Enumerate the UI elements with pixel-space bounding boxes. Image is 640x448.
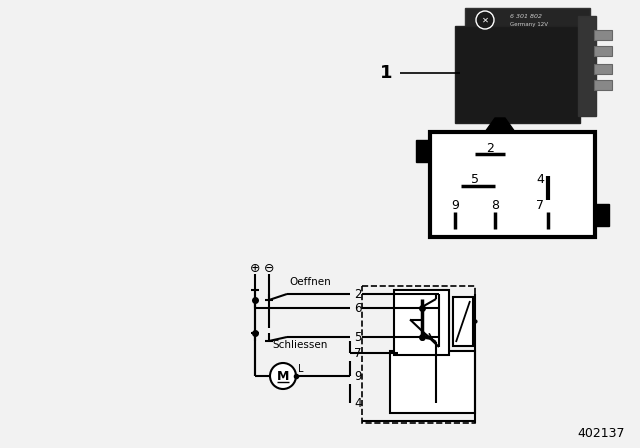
Text: 402137: 402137	[577, 427, 625, 440]
Bar	[594, 46, 612, 56]
Bar	[455, 26, 580, 123]
Bar	[430, 132, 595, 237]
Text: M: M	[277, 370, 289, 383]
Circle shape	[476, 11, 494, 29]
Bar	[465, 8, 590, 103]
Text: 2: 2	[354, 288, 362, 301]
Bar	[578, 16, 596, 116]
Text: 7: 7	[536, 198, 544, 211]
Text: 6 301 802: 6 301 802	[510, 13, 542, 18]
Text: 1: 1	[380, 64, 392, 82]
Text: 9: 9	[451, 198, 459, 211]
Bar	[595, 204, 609, 226]
Bar	[394, 290, 449, 355]
Polygon shape	[485, 118, 515, 132]
Text: 2: 2	[486, 142, 494, 155]
Text: L: L	[298, 364, 303, 374]
Bar	[594, 30, 612, 40]
Text: Germany 12V: Germany 12V	[510, 22, 548, 26]
Circle shape	[270, 363, 296, 389]
Text: 7: 7	[354, 346, 362, 359]
Text: Schliessen: Schliessen	[272, 340, 328, 350]
Bar	[362, 286, 475, 423]
Bar	[416, 140, 430, 162]
Text: 4: 4	[354, 396, 362, 409]
Text: 8: 8	[491, 198, 499, 211]
Bar	[594, 64, 612, 74]
Text: ⊕: ⊕	[250, 262, 260, 275]
Text: ✕: ✕	[481, 16, 488, 25]
Text: 9: 9	[354, 370, 362, 383]
Bar	[453, 297, 473, 346]
Text: Oeffnen: Oeffnen	[289, 277, 331, 287]
Text: 5: 5	[354, 331, 362, 344]
Text: 6: 6	[354, 302, 362, 314]
Bar	[390, 351, 475, 413]
Text: 4: 4	[536, 172, 544, 185]
Bar	[594, 80, 612, 90]
Text: 5: 5	[471, 172, 479, 185]
Text: ⊖: ⊖	[264, 262, 275, 275]
